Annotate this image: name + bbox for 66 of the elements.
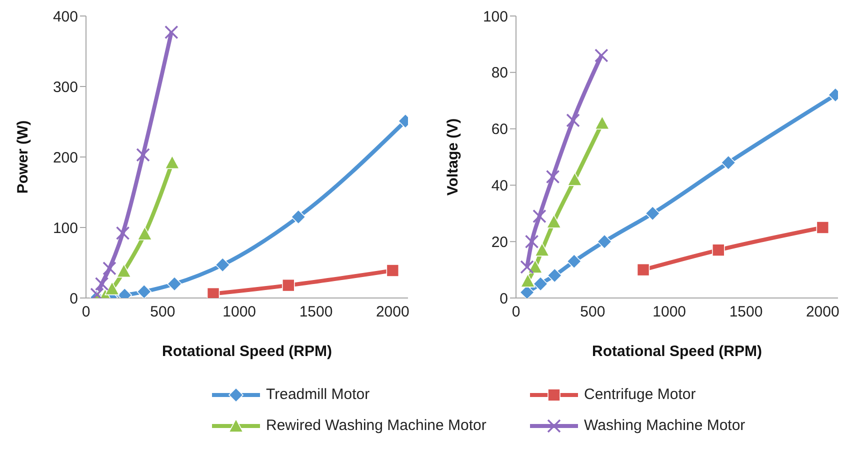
point: [546, 170, 560, 184]
x-tick-label: 500: [150, 304, 176, 321]
point: [597, 234, 612, 249]
point: [712, 244, 725, 256]
point: [104, 281, 120, 296]
point: [532, 209, 546, 224]
point: [566, 254, 582, 269]
legend-label: Treadmill Motor: [266, 386, 370, 403]
x-tick-label: 1000: [222, 304, 256, 321]
point: [164, 155, 180, 170]
y-tick-label: 0: [500, 290, 508, 308]
legend-label: Rewired Washing Machine Motor: [266, 417, 486, 434]
point: [137, 226, 152, 240]
point: [102, 261, 116, 276]
y-tick-label: 20: [491, 234, 508, 251]
point: [164, 25, 178, 40]
y-tick-label: 100: [482, 8, 508, 26]
point: [215, 257, 230, 272]
point: [528, 260, 543, 274]
y-axis-title: Power (W): [14, 120, 32, 194]
point: [594, 116, 610, 130]
x-tick-label: 0: [512, 304, 520, 321]
x-tick-label: 1000: [652, 304, 686, 321]
y-tick-label: 200: [52, 149, 78, 166]
point: [520, 274, 536, 288]
point: [206, 287, 220, 298]
y-tick-label: 400: [52, 8, 78, 26]
point: [136, 284, 152, 298]
point: [167, 276, 182, 292]
point: [524, 234, 539, 248]
point: [136, 148, 150, 162]
x-tick-label: 1500: [299, 304, 333, 321]
x-axis-title: Rotational Speed (RPM): [592, 343, 762, 360]
legend-label: Washing Machine Motor: [584, 417, 746, 434]
point: [567, 172, 582, 186]
point: [116, 226, 130, 240]
y-tick-label: 40: [491, 178, 508, 195]
point: [566, 113, 580, 128]
point: [816, 221, 830, 234]
y-tick-label: 80: [491, 64, 508, 82]
point: [116, 264, 132, 278]
point: [520, 260, 534, 274]
x-tick-label: 2000: [376, 304, 410, 321]
y-tick-label: 60: [491, 121, 508, 138]
point: [282, 278, 295, 292]
y-tick-label: 300: [52, 78, 78, 96]
point: [720, 155, 736, 170]
y-tick-label: 0: [70, 290, 78, 308]
y-axis-title: Voltage (V): [444, 118, 462, 196]
x-tick-label: 2000: [806, 304, 840, 321]
point: [386, 264, 400, 277]
point: [94, 277, 109, 291]
point: [547, 268, 562, 283]
x-tick-label: 500: [580, 304, 606, 321]
point: [290, 210, 306, 224]
point: [645, 206, 660, 221]
point: [636, 263, 650, 276]
point: [534, 242, 550, 256]
x-tick-label: 1500: [729, 304, 763, 321]
point: [546, 214, 562, 228]
y-tick-label: 100: [52, 220, 78, 237]
x-tick-label: 0: [82, 304, 90, 321]
x-axis-title: Rotational Speed (RPM): [162, 343, 332, 360]
point: [533, 276, 548, 292]
point: [594, 48, 608, 62]
legend-label: Centrifuge Motor: [584, 386, 696, 403]
